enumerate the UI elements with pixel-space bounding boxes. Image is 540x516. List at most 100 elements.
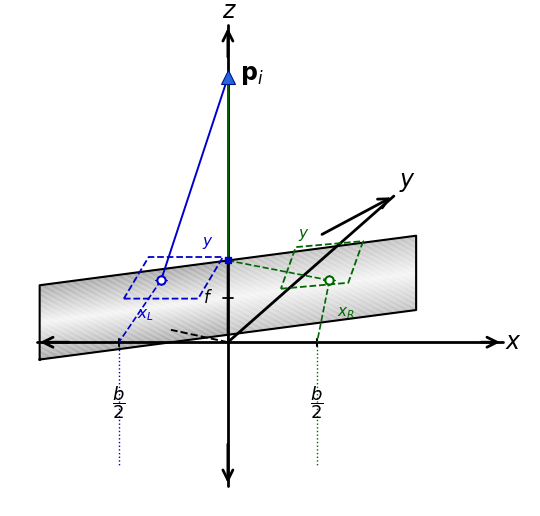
Polygon shape (228, 264, 416, 290)
Polygon shape (228, 290, 416, 316)
Polygon shape (39, 261, 228, 286)
Polygon shape (228, 298, 416, 324)
Polygon shape (228, 288, 416, 314)
Polygon shape (39, 326, 228, 352)
Polygon shape (39, 269, 228, 295)
Polygon shape (228, 236, 416, 262)
Polygon shape (228, 259, 416, 285)
Text: $\dfrac{b}{2}$: $\dfrac{b}{2}$ (310, 384, 324, 421)
Polygon shape (228, 269, 416, 295)
Text: $x_L$: $x_L$ (137, 308, 153, 323)
Polygon shape (228, 282, 416, 308)
Polygon shape (228, 262, 416, 288)
Polygon shape (39, 305, 228, 331)
Text: $\dfrac{b}{2}$: $\dfrac{b}{2}$ (112, 384, 126, 421)
Polygon shape (228, 285, 416, 311)
Polygon shape (228, 280, 416, 307)
Text: $\mathbf{p}_i$: $\mathbf{p}_i$ (240, 63, 264, 87)
Polygon shape (228, 249, 416, 276)
Polygon shape (39, 322, 228, 348)
Polygon shape (228, 273, 416, 299)
Polygon shape (228, 304, 416, 330)
Text: $f$: $f$ (203, 288, 213, 307)
Polygon shape (228, 254, 416, 280)
Polygon shape (228, 274, 416, 300)
Polygon shape (39, 298, 228, 324)
Polygon shape (228, 289, 416, 315)
Polygon shape (39, 311, 228, 337)
Polygon shape (39, 289, 228, 315)
Polygon shape (228, 246, 416, 271)
Polygon shape (228, 243, 416, 269)
Polygon shape (228, 299, 416, 325)
Polygon shape (39, 277, 228, 302)
Polygon shape (228, 271, 416, 298)
Polygon shape (39, 296, 228, 322)
Polygon shape (228, 268, 416, 294)
Text: $y$: $y$ (399, 171, 416, 194)
Polygon shape (228, 252, 416, 278)
Polygon shape (39, 273, 228, 299)
Polygon shape (228, 263, 416, 289)
Polygon shape (228, 261, 416, 286)
Polygon shape (39, 320, 228, 346)
Polygon shape (39, 321, 228, 347)
Polygon shape (228, 257, 416, 283)
Polygon shape (39, 314, 228, 340)
Polygon shape (39, 276, 228, 301)
Polygon shape (39, 317, 228, 344)
Polygon shape (228, 296, 416, 322)
Polygon shape (39, 282, 228, 308)
Polygon shape (39, 324, 228, 350)
Polygon shape (39, 284, 228, 310)
Polygon shape (228, 276, 416, 301)
Polygon shape (228, 265, 416, 292)
Polygon shape (228, 308, 416, 333)
Polygon shape (39, 327, 228, 353)
Polygon shape (39, 286, 228, 313)
Polygon shape (39, 331, 228, 357)
Polygon shape (39, 302, 228, 329)
Polygon shape (228, 293, 416, 319)
Polygon shape (228, 302, 416, 329)
Polygon shape (228, 294, 416, 320)
Polygon shape (39, 271, 228, 298)
Polygon shape (39, 315, 228, 341)
Polygon shape (228, 300, 416, 326)
Polygon shape (39, 329, 228, 354)
Polygon shape (228, 278, 416, 304)
Polygon shape (228, 253, 416, 279)
Polygon shape (39, 262, 228, 288)
Polygon shape (228, 245, 416, 270)
Polygon shape (39, 283, 228, 309)
Polygon shape (228, 292, 416, 317)
Polygon shape (39, 325, 228, 351)
Polygon shape (228, 270, 416, 296)
Polygon shape (39, 280, 228, 307)
Polygon shape (39, 288, 228, 314)
Polygon shape (228, 240, 416, 267)
Polygon shape (39, 330, 228, 356)
Text: $y$: $y$ (202, 235, 214, 251)
Polygon shape (228, 301, 416, 327)
Polygon shape (39, 319, 228, 345)
Text: $y$: $y$ (298, 227, 310, 243)
Polygon shape (39, 316, 228, 342)
Polygon shape (39, 301, 228, 327)
Polygon shape (228, 248, 416, 274)
Polygon shape (228, 239, 416, 265)
Polygon shape (228, 242, 416, 268)
Polygon shape (39, 265, 228, 292)
Polygon shape (39, 310, 228, 336)
Polygon shape (39, 263, 228, 289)
Text: $x$: $x$ (505, 331, 522, 353)
Polygon shape (228, 283, 416, 309)
Polygon shape (228, 237, 416, 263)
Text: $x_R$: $x_R$ (337, 305, 355, 321)
Polygon shape (39, 267, 228, 293)
Polygon shape (39, 333, 228, 360)
Polygon shape (39, 299, 228, 325)
Polygon shape (39, 300, 228, 326)
Polygon shape (39, 274, 228, 300)
Polygon shape (39, 313, 228, 338)
